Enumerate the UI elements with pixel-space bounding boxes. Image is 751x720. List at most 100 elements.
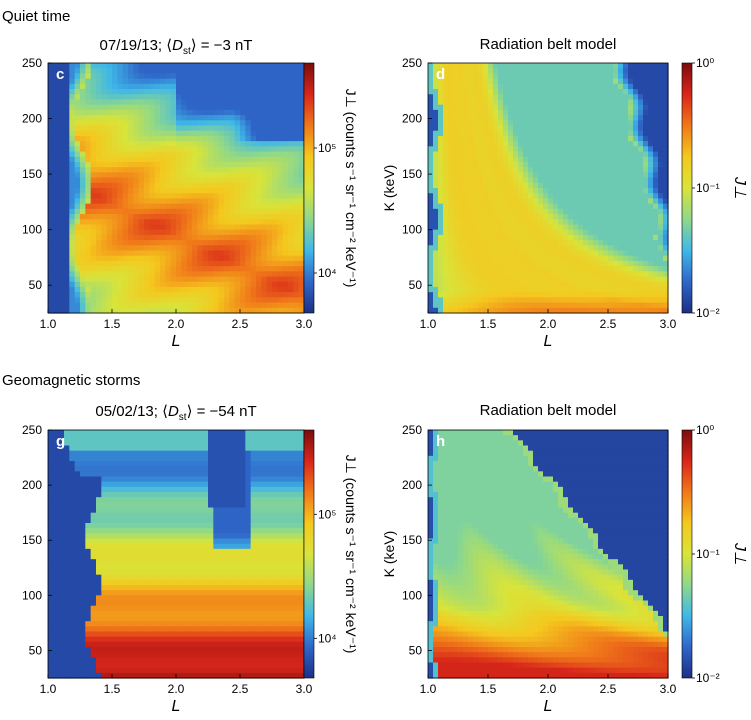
heatmap-cell bbox=[438, 109, 444, 116]
heatmap-cell bbox=[277, 193, 284, 200]
heatmap-cell bbox=[74, 146, 81, 153]
heatmap-cell bbox=[293, 125, 300, 132]
heatmap-cell bbox=[553, 224, 559, 231]
heatmap-cell bbox=[213, 161, 220, 168]
heatmap-cell bbox=[483, 161, 489, 168]
heatmap-cell bbox=[165, 172, 172, 179]
heatmap-cell bbox=[573, 214, 579, 220]
heatmap-cell bbox=[48, 115, 54, 121]
heatmap-cell bbox=[513, 203, 519, 210]
heatmap-cell bbox=[558, 151, 564, 158]
heatmap-cell bbox=[658, 125, 664, 132]
heatmap-cell bbox=[218, 146, 225, 153]
heatmap-cell bbox=[613, 292, 619, 298]
heatmap-cell bbox=[613, 229, 619, 236]
heatmap-cell bbox=[488, 297, 494, 304]
heatmap-cell bbox=[224, 78, 230, 85]
heatmap-cell bbox=[74, 193, 81, 200]
heatmap-cell bbox=[48, 528, 54, 534]
heatmap-cell bbox=[266, 255, 273, 262]
heatmap-cell bbox=[240, 83, 246, 90]
heatmap-cell bbox=[74, 533, 81, 540]
heatmap-cell bbox=[80, 657, 86, 664]
heatmap-cell bbox=[112, 177, 118, 184]
heatmap-cell bbox=[282, 68, 289, 75]
heatmap-cell bbox=[197, 307, 204, 314]
heatmap-cell bbox=[548, 281, 554, 288]
heatmap-cell bbox=[74, 512, 81, 519]
heatmap-cell bbox=[608, 83, 614, 90]
heatmap-cell bbox=[133, 276, 140, 283]
heatmap-cell bbox=[598, 68, 604, 75]
heatmap-cell bbox=[573, 224, 579, 231]
heatmap-cell bbox=[149, 63, 156, 69]
heatmap-cell bbox=[234, 307, 241, 314]
heatmap-cell bbox=[202, 63, 209, 69]
heatmap-cell bbox=[165, 99, 172, 106]
heatmap-cell bbox=[101, 115, 108, 121]
heatmap-cell bbox=[528, 219, 534, 226]
heatmap-cell bbox=[488, 146, 494, 153]
heatmap-cell bbox=[618, 286, 624, 293]
heatmap-cell bbox=[538, 177, 544, 184]
heatmap-cell bbox=[658, 219, 664, 226]
heatmap-cell bbox=[438, 250, 444, 257]
heatmap-cell bbox=[528, 130, 534, 137]
heatmap-cell bbox=[58, 78, 65, 85]
heatmap-cell bbox=[186, 281, 193, 288]
heatmap-cell bbox=[90, 151, 97, 158]
heatmap-cell bbox=[48, 141, 54, 147]
heatmap-cell bbox=[128, 141, 134, 147]
heatmap-cell bbox=[202, 135, 209, 142]
heatmap-cell bbox=[80, 574, 86, 581]
heatmap-cell bbox=[298, 250, 305, 257]
heatmap-cell bbox=[633, 193, 639, 200]
heatmap-cell bbox=[69, 125, 76, 132]
heatmap-cell bbox=[128, 83, 134, 90]
heatmap-cell bbox=[643, 172, 649, 179]
heatmap-cell bbox=[80, 182, 86, 189]
heatmap-cell bbox=[208, 260, 214, 267]
heatmap-cell bbox=[101, 250, 108, 257]
heatmap-cell bbox=[508, 276, 514, 283]
heatmap-cell bbox=[277, 120, 284, 127]
heatmap-cell bbox=[573, 292, 579, 298]
heatmap-cell bbox=[74, 626, 81, 633]
heatmap-cell bbox=[503, 286, 509, 293]
heatmap-cell bbox=[468, 193, 474, 200]
heatmap-cell bbox=[48, 302, 54, 309]
heatmap-cell bbox=[170, 234, 177, 241]
heatmap-cell bbox=[503, 297, 509, 304]
heatmap-cell bbox=[548, 120, 554, 127]
heatmap-cell bbox=[588, 307, 594, 314]
heatmap-cell bbox=[165, 193, 172, 200]
heatmap-cell bbox=[250, 83, 257, 90]
heatmap-cell bbox=[133, 292, 140, 298]
heatmap-cell bbox=[298, 203, 305, 210]
heatmap-cell bbox=[623, 203, 629, 210]
heatmap-cell bbox=[453, 260, 459, 267]
heatmap-cell bbox=[633, 250, 639, 257]
heatmap-cell bbox=[543, 203, 549, 210]
heatmap-cell bbox=[553, 89, 559, 95]
heatmap-cell bbox=[53, 461, 60, 467]
heatmap-cell bbox=[266, 276, 273, 283]
heatmap-cell bbox=[256, 297, 262, 304]
heatmap-cell bbox=[558, 240, 564, 246]
heatmap-cell bbox=[74, 554, 81, 560]
heatmap-cell bbox=[69, 286, 76, 293]
heatmap-cell bbox=[186, 109, 193, 116]
heatmap-cell bbox=[523, 214, 529, 220]
heatmap-cell bbox=[468, 281, 474, 288]
heatmap-cell bbox=[573, 109, 579, 116]
heatmap-cell bbox=[563, 250, 569, 257]
heatmap-cell bbox=[245, 198, 252, 205]
heatmap-cell bbox=[80, 621, 86, 627]
heatmap-cell bbox=[433, 234, 439, 241]
heatmap-cell bbox=[543, 109, 549, 116]
heatmap-cell bbox=[128, 203, 134, 210]
heatmap-cell bbox=[488, 167, 494, 173]
heatmap-cell bbox=[513, 120, 519, 127]
heatmap-cell bbox=[58, 203, 65, 210]
heatmap-cell bbox=[122, 73, 129, 80]
